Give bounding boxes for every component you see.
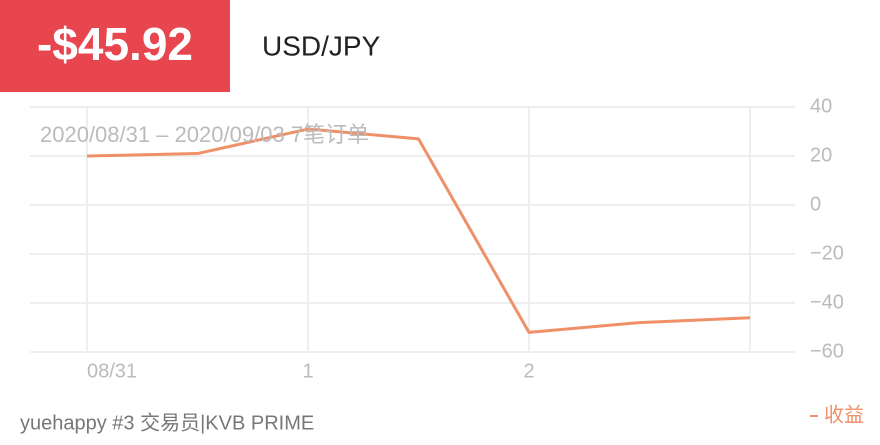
y-tick-label: 0 xyxy=(810,193,821,215)
y-tick-label: 40 xyxy=(810,95,832,117)
chart: −60 −40 −20 0 20 40 08/31 1 2 收益 xyxy=(30,95,864,426)
y-tick-label: −40 xyxy=(810,291,844,313)
amount-badge xyxy=(0,0,230,92)
legend-label: 收益 xyxy=(824,403,864,426)
chart-subtitle: 2020/08/31 – 2020/09/03 7笔订单 xyxy=(40,122,369,147)
footer: yuehappy #3 交易员|KVB PRIME xyxy=(20,411,314,434)
y-tick-label: −20 xyxy=(810,242,844,264)
x-tick-label: 08/31 xyxy=(87,360,137,382)
y-tick-label: 20 xyxy=(810,144,832,166)
x-tick-label: 1 xyxy=(302,360,313,382)
symbol: USD/JPY xyxy=(262,30,381,61)
data-line xyxy=(86,127,751,334)
y-tick-label: −60 xyxy=(810,340,844,362)
x-tick-label: 2 xyxy=(523,360,534,382)
amount: -$45.92 xyxy=(37,18,193,70)
